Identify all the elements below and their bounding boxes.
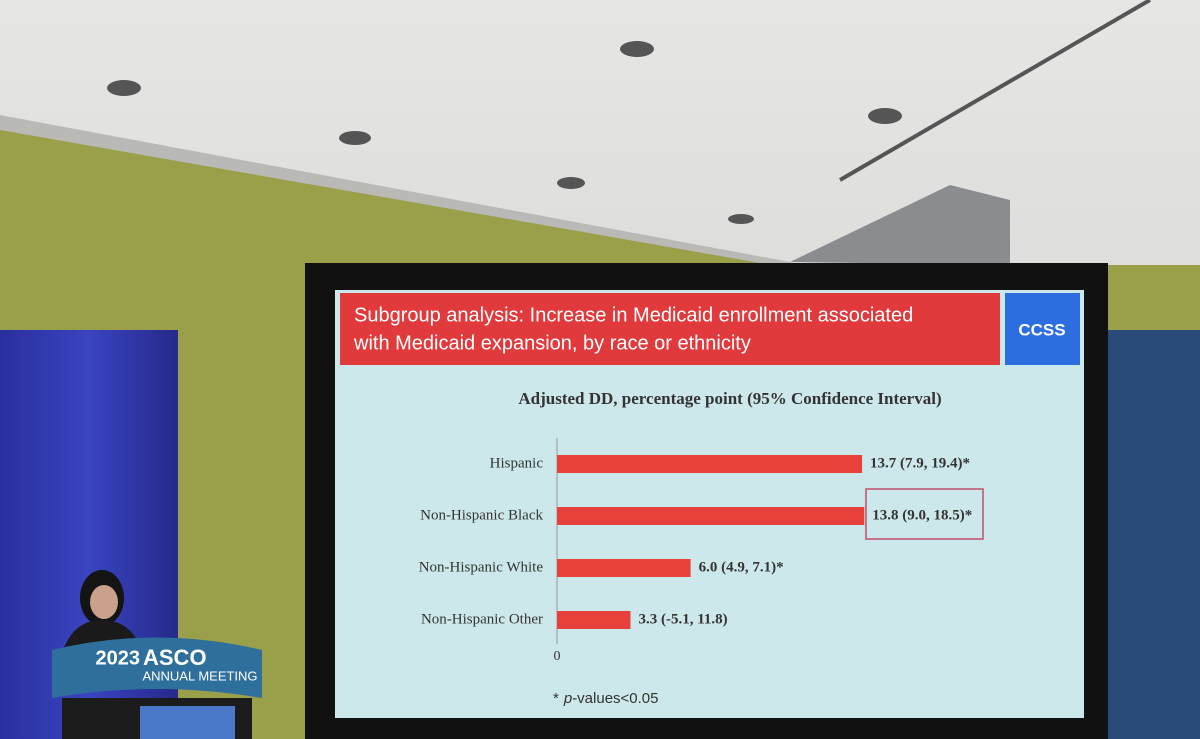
podium-brand: ASCO bbox=[143, 645, 207, 670]
category-label: Hispanic bbox=[490, 455, 544, 471]
podium-top bbox=[52, 637, 262, 698]
value-label: 3.3 (-5.1, 11.8) bbox=[638, 611, 727, 627]
x-tick-label: 0 bbox=[554, 649, 561, 664]
footnote-text: -values<0.05 bbox=[572, 690, 658, 707]
footnote-italic: p bbox=[563, 690, 572, 707]
highlight-box bbox=[865, 488, 984, 540]
column bbox=[790, 185, 1010, 265]
category-label: Non-Hispanic Black bbox=[420, 507, 543, 523]
side-wall bbox=[1108, 330, 1200, 739]
bar bbox=[557, 611, 631, 629]
slide-title: Subgroup analysis: Increase in Medicaid … bbox=[354, 304, 913, 326]
podium-year: 2023 bbox=[96, 647, 141, 669]
logo: CCSS bbox=[1018, 320, 1065, 339]
podium-screen bbox=[140, 706, 235, 739]
bar bbox=[557, 559, 691, 577]
slide-title: with Medicaid expansion, by race or ethn… bbox=[353, 332, 751, 354]
category-label: Non-Hispanic White bbox=[419, 559, 544, 575]
footnote: * p-values<0.05 bbox=[553, 690, 659, 707]
value-label: 6.0 (4.9, 7.1)* bbox=[699, 559, 784, 575]
chart-title: Adjusted DD, percentage point (95% Confi… bbox=[518, 389, 941, 408]
soffit bbox=[0, 115, 800, 270]
logo-box bbox=[1005, 293, 1080, 365]
ceiling-lights bbox=[107, 41, 902, 224]
vent bbox=[838, 0, 1152, 182]
podium-event: ANNUAL MEETING bbox=[142, 668, 257, 683]
value-label: 13.8 (9.0, 18.5)* bbox=[872, 507, 972, 523]
category-label: Non-Hispanic Other bbox=[421, 611, 543, 627]
value-label: 13.7 (7.9, 19.4)* bbox=[870, 455, 970, 471]
slide-header bbox=[340, 293, 1000, 365]
bar bbox=[557, 507, 865, 525]
bar bbox=[557, 455, 863, 473]
footnote-star: * bbox=[553, 690, 559, 707]
